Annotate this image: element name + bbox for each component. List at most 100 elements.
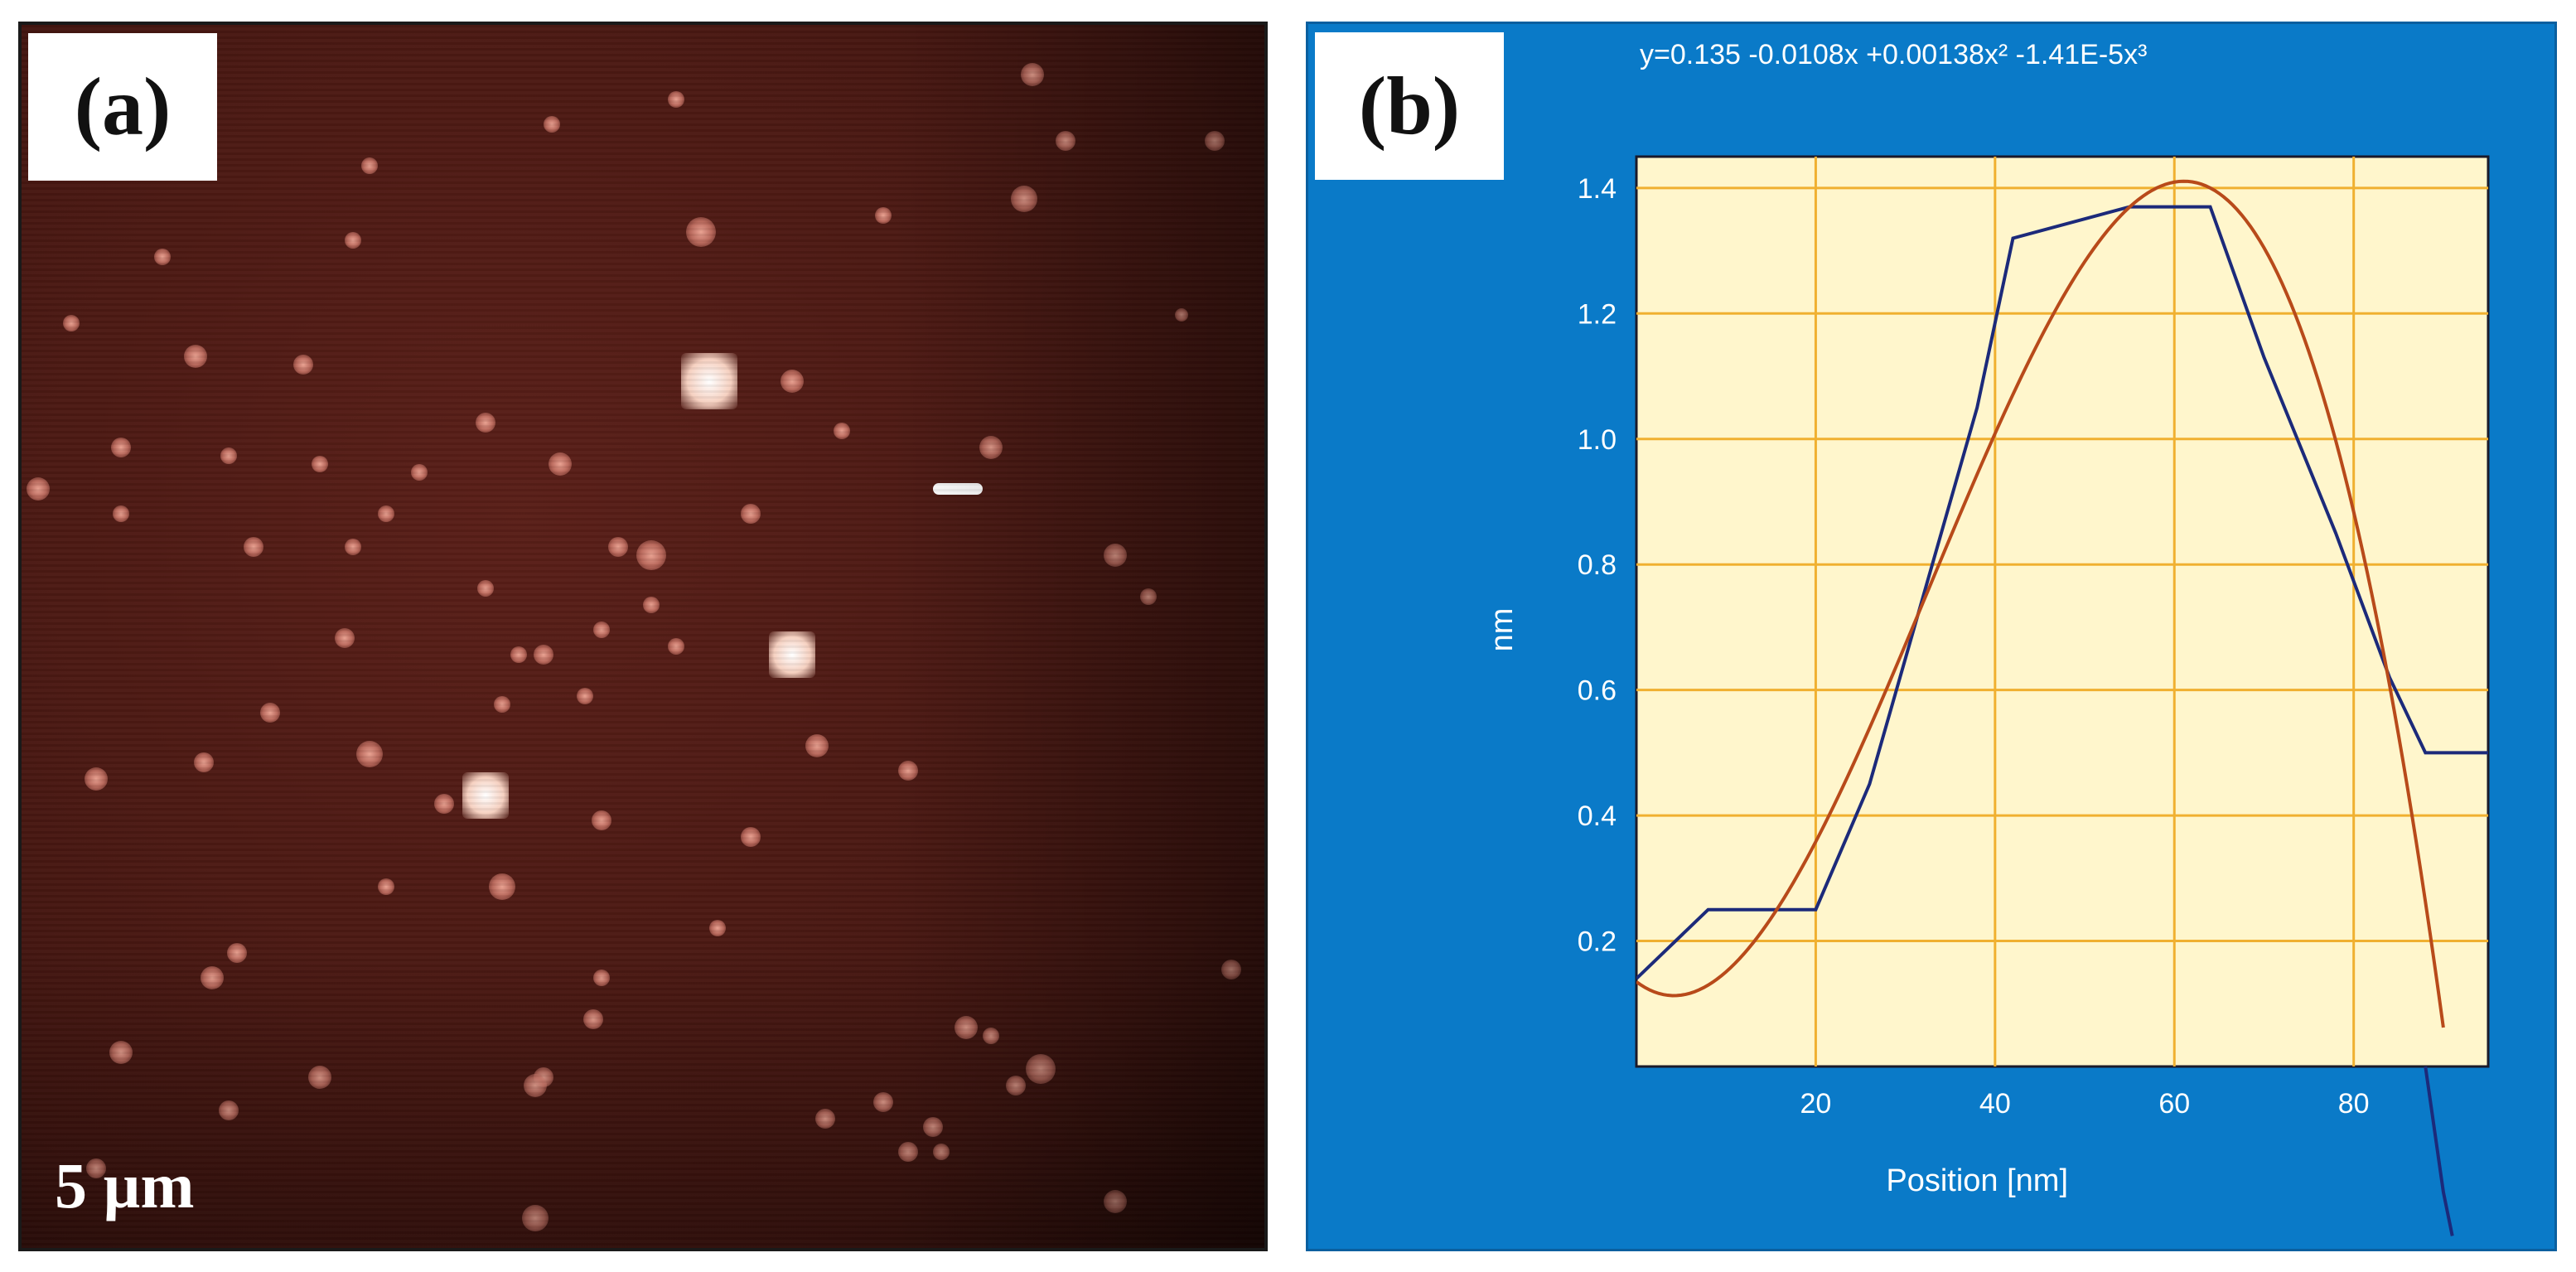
height-profile-chart: 20 40 60 80 0.2 0.4 0.6 0.8 1.0 1.2 1.4 Position [n…	[1485, 155, 2490, 1236]
y-tick-label: 0.2	[1578, 926, 1617, 958]
image-shading	[22, 25, 1264, 1248]
particle	[741, 827, 761, 847]
particle	[668, 638, 684, 655]
particle	[873, 1092, 893, 1112]
particle	[201, 966, 224, 989]
particle	[494, 696, 510, 713]
particle	[308, 1066, 331, 1089]
particle	[220, 447, 237, 464]
particle	[345, 539, 361, 555]
y-tick-label: 0.6	[1578, 675, 1617, 707]
particle	[361, 157, 378, 174]
particle	[608, 537, 628, 557]
fit-curve	[1636, 179, 2445, 1028]
particle	[549, 452, 572, 476]
particle	[184, 345, 207, 368]
y-tick-label: 1.4	[1578, 173, 1617, 205]
particle	[312, 456, 328, 472]
y-tick-label: 0.8	[1578, 549, 1617, 581]
afm-image-panel: (a) 5 µm	[18, 22, 1268, 1251]
particle	[781, 370, 804, 393]
x-axis-label: Position [nm]	[1886, 1163, 2068, 1198]
particle	[983, 1028, 999, 1044]
descending-trace-line	[2424, 1066, 2454, 1236]
particle	[227, 943, 247, 963]
panel-label-b: (b)	[1315, 32, 1504, 180]
x-tick-label: 60	[2158, 1088, 2190, 1120]
particle	[522, 1205, 549, 1231]
particle	[815, 1109, 835, 1129]
particle	[593, 970, 610, 986]
particle	[534, 645, 553, 665]
particle	[378, 505, 394, 522]
particle	[933, 1144, 950, 1160]
particle	[1205, 131, 1225, 151]
scale-bar-label: 5 µm	[55, 1149, 195, 1221]
y-tick-label: 1.0	[1578, 424, 1617, 456]
particle	[356, 741, 383, 767]
fit-equation: y=0.135 -0.0108x +0.00138x² -1.41E-5x³	[1640, 39, 2148, 70]
particle	[577, 688, 593, 704]
particle	[583, 1009, 603, 1029]
particle	[805, 734, 829, 757]
x-tick-label: 20	[1800, 1088, 1832, 1120]
particle	[979, 436, 1003, 459]
y-tick-label: 1.2	[1578, 298, 1617, 330]
particle	[593, 621, 610, 638]
particle	[875, 207, 892, 224]
particle	[293, 355, 313, 375]
particle	[86, 1158, 106, 1178]
particle	[1140, 588, 1157, 605]
particle	[923, 1117, 943, 1137]
particle	[933, 483, 983, 495]
particle	[63, 315, 80, 331]
particle	[85, 767, 108, 791]
particle	[1221, 960, 1241, 979]
particle	[111, 438, 131, 457]
particle	[769, 631, 815, 678]
particle	[194, 752, 214, 772]
particle	[378, 878, 394, 895]
particle	[411, 464, 428, 481]
particle	[524, 1074, 547, 1097]
particle	[1021, 63, 1044, 86]
x-tick-label: 40	[1979, 1088, 2011, 1120]
particle	[643, 597, 660, 613]
particle	[434, 794, 454, 814]
particle	[955, 1016, 978, 1039]
particle	[636, 540, 666, 570]
particle	[476, 413, 495, 433]
particle	[109, 1041, 133, 1064]
particle	[462, 772, 509, 819]
particle	[489, 873, 515, 900]
particle	[1011, 186, 1037, 212]
particle	[681, 353, 737, 409]
particle	[1006, 1076, 1026, 1095]
particle	[1056, 131, 1075, 151]
x-tick-label: 80	[2338, 1088, 2370, 1120]
particle	[544, 116, 560, 133]
particle	[244, 537, 263, 557]
particle	[709, 920, 726, 936]
particle	[1104, 544, 1127, 567]
particle	[1104, 1190, 1127, 1213]
particle	[113, 505, 129, 522]
particle	[335, 628, 355, 648]
particle	[27, 477, 50, 501]
particle	[1175, 308, 1188, 322]
scanline-texture	[22, 25, 1264, 1248]
particle	[345, 232, 361, 249]
particle	[898, 1142, 918, 1162]
particle	[592, 810, 611, 830]
particle	[219, 1100, 239, 1120]
particle	[686, 217, 716, 247]
particle	[477, 580, 494, 597]
particle	[154, 249, 171, 265]
y-axis-label: nm	[1485, 608, 1520, 652]
particle	[834, 423, 850, 439]
y-tick-label: 0.4	[1578, 800, 1617, 832]
particle	[1026, 1054, 1056, 1084]
plot-area	[1635, 155, 2490, 1068]
profile-line	[1636, 205, 2488, 980]
particle	[668, 91, 684, 108]
